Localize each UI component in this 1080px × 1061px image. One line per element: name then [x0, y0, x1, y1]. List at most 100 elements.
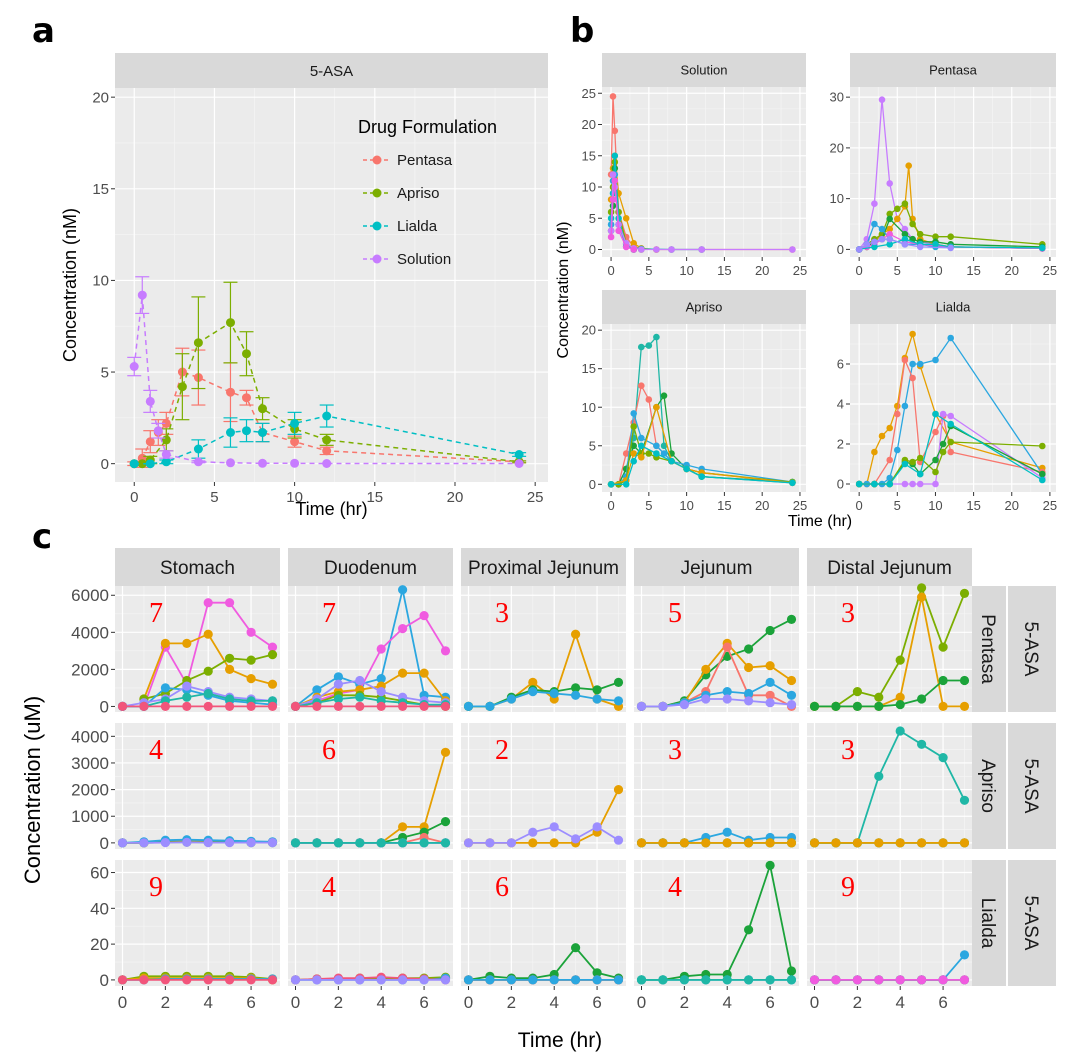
data-point: [895, 975, 905, 985]
data-point: [398, 838, 408, 848]
data-point: [789, 246, 796, 253]
data-point: [871, 448, 878, 456]
data-point: [932, 356, 939, 364]
data-point: [139, 701, 149, 712]
data-point: [322, 459, 332, 468]
data-point: [895, 692, 905, 702]
data-point: [160, 838, 170, 848]
data-point: [226, 428, 235, 437]
column-strip: [461, 548, 626, 586]
x-tick-label: 4: [376, 993, 385, 1012]
data-point: [938, 675, 948, 686]
data-point: [878, 432, 886, 440]
x-tick-label: 0: [637, 993, 646, 1012]
data-point: [440, 747, 451, 757]
x-tick-label: 6: [765, 993, 774, 1012]
x-tick-label: 25: [793, 263, 807, 278]
data-point: [658, 701, 668, 712]
data-point: [744, 838, 754, 848]
data-point: [355, 675, 365, 686]
data-point: [636, 975, 647, 985]
data-point: [226, 387, 235, 397]
data-point: [203, 666, 213, 676]
data-point: [611, 177, 619, 185]
data-point: [203, 975, 213, 985]
facet-strip: [602, 53, 806, 87]
data-point: [679, 838, 690, 848]
data-point: [571, 690, 581, 700]
data-series: [117, 837, 278, 848]
data-point: [886, 424, 893, 432]
x-tick-label: 0: [810, 993, 819, 1012]
data-point: [939, 410, 947, 418]
data-point: [901, 460, 909, 468]
data-point: [571, 975, 581, 985]
data-point: [463, 838, 474, 848]
subject-count: 6: [322, 735, 336, 766]
data-point: [355, 692, 365, 702]
data-point: [698, 473, 705, 480]
data-point: [514, 459, 524, 468]
x-tick-label: 6: [592, 993, 601, 1012]
strip-label: Stomach: [160, 558, 235, 579]
data-point: [322, 411, 332, 421]
data-point: [258, 428, 267, 437]
y-tick-label: 20: [90, 935, 109, 954]
data-point: [333, 679, 343, 689]
data-point: [355, 838, 365, 848]
data-point: [901, 200, 909, 207]
data-point: [1039, 442, 1046, 450]
data-point: [901, 402, 909, 410]
data-point: [947, 334, 954, 342]
data-point: [419, 668, 429, 678]
data-point: [722, 975, 732, 985]
data-point: [161, 435, 171, 445]
data-point: [894, 446, 901, 454]
data-point: [638, 442, 645, 450]
data-point: [698, 246, 705, 253]
data-point: [506, 694, 516, 704]
y-tick-label: 1000: [71, 807, 109, 826]
data-point: [137, 290, 147, 300]
data-point: [852, 975, 863, 985]
data-point: [246, 655, 256, 665]
subject-count: 4: [668, 872, 682, 903]
data-point: [203, 838, 213, 848]
legend-label: Apriso: [397, 185, 440, 202]
x-tick-label: 0: [856, 263, 863, 278]
data-point: [638, 343, 645, 351]
panel-letter-a: a: [32, 11, 55, 51]
row-strip-label: Apriso: [977, 759, 998, 813]
data-point: [485, 701, 495, 712]
data-point: [786, 838, 797, 848]
data-point: [290, 838, 301, 848]
data-point: [668, 457, 675, 465]
data-point: [182, 692, 192, 702]
data-point: [225, 694, 235, 704]
data-point: [549, 822, 559, 832]
legend-key-point: [372, 155, 382, 165]
data-point: [592, 685, 602, 695]
data-point: [852, 838, 863, 848]
data-point: [611, 127, 619, 135]
data-point: [878, 225, 886, 233]
x-tick-label: 20: [755, 498, 769, 513]
panel-letter-c: c: [32, 517, 52, 557]
data-point: [203, 688, 213, 699]
data-point: [613, 677, 624, 688]
subject-count: 4: [149, 735, 163, 766]
y-tick-label: 15: [92, 181, 109, 198]
y-tick-label: 20: [582, 117, 596, 132]
data-point: [485, 975, 495, 985]
data-point: [874, 838, 884, 848]
data-point: [225, 701, 235, 712]
x-tick-label: 20: [1005, 498, 1019, 513]
x-tick-label: 0: [130, 489, 138, 506]
data-point: [679, 700, 690, 710]
data-point: [855, 480, 863, 488]
data-point: [506, 975, 516, 985]
data-point: [895, 655, 905, 665]
data-point: [905, 162, 912, 169]
data-series: [290, 701, 451, 712]
data-point: [145, 459, 155, 469]
